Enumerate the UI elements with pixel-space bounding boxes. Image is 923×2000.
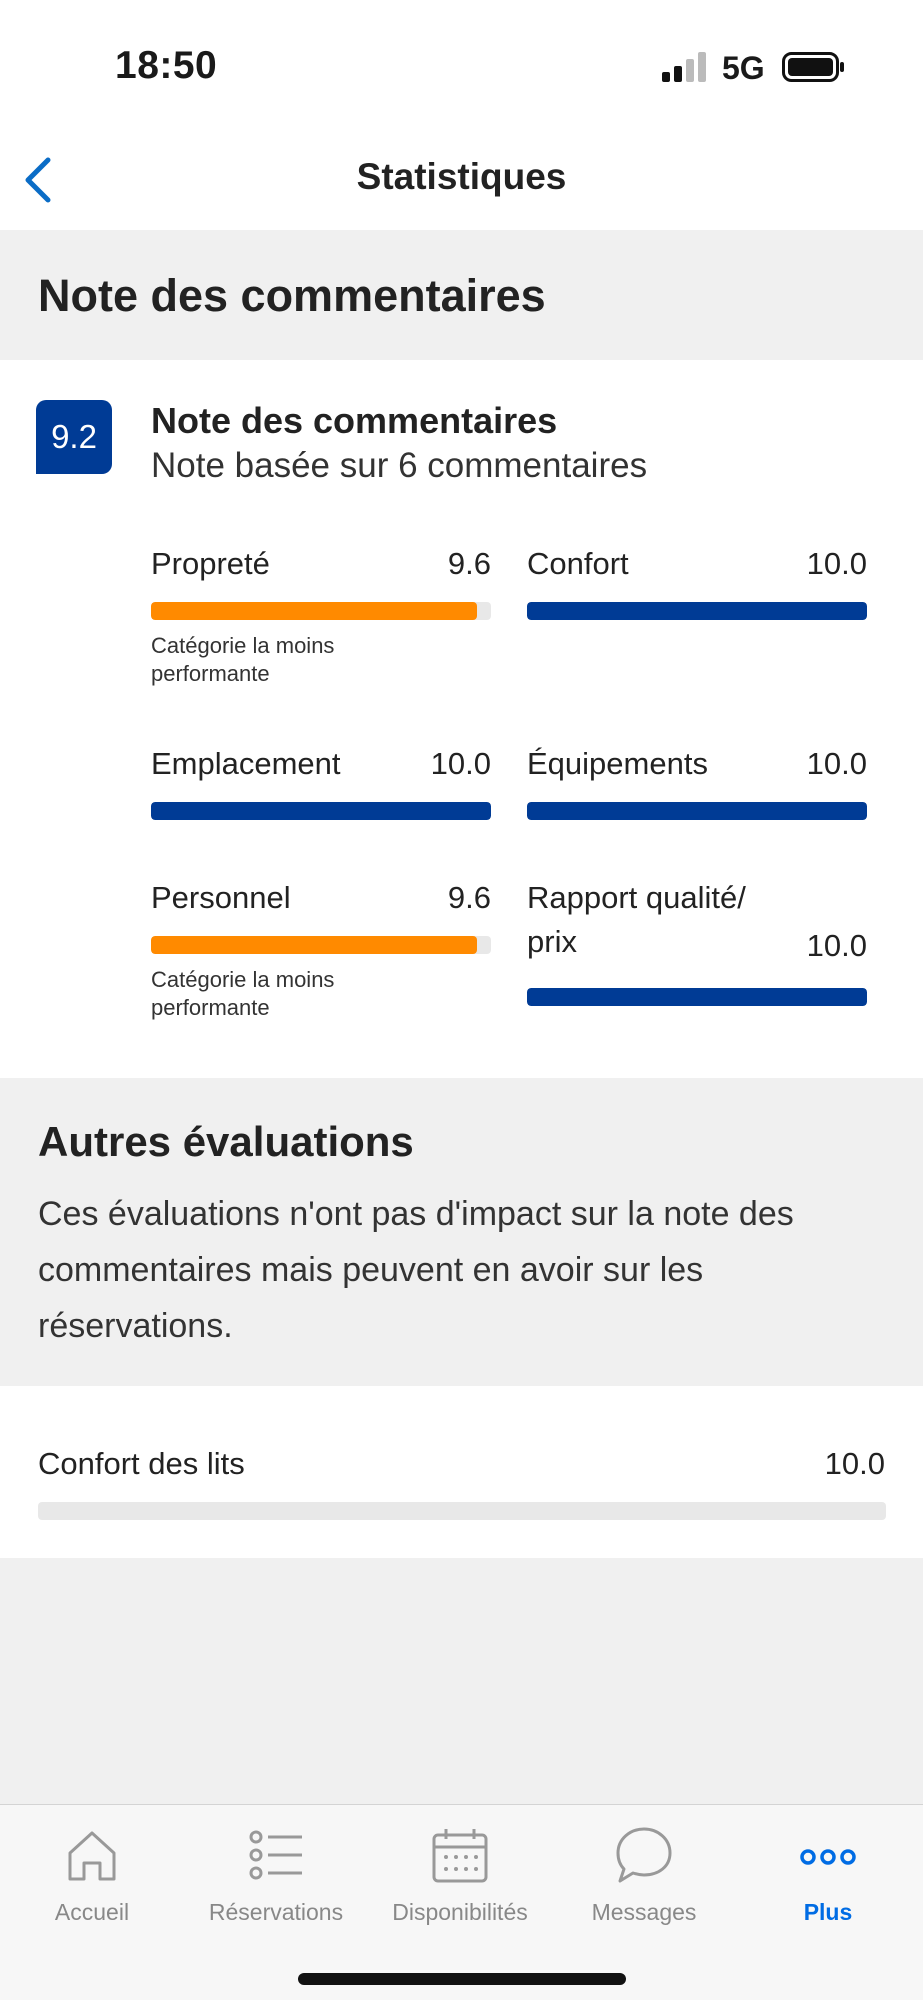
back-chevron-icon[interactable]	[14, 150, 64, 210]
metric-proprete: Propreté 9.6 Catégorie la moins performa…	[151, 542, 491, 686]
other-ratings-card: Confort des lits 10.0	[0, 1386, 923, 1558]
metric-value: 10.0	[806, 928, 867, 963]
summary-title: Note des commentaires	[151, 400, 558, 441]
tab-accueil[interactable]: Accueil	[0, 1823, 184, 1933]
tab-reservations[interactable]: Réservations	[184, 1823, 368, 1933]
metric-bar	[527, 802, 867, 820]
metric-value: 10.0	[430, 746, 491, 781]
review-score-card: 9.2 Note des commentaires Note basée sur…	[0, 360, 923, 1078]
metric-value: 10.0	[806, 746, 867, 781]
metric-bar	[151, 602, 491, 620]
metric-rapport-qualite-prix: Rapport qualité/ prix 10.0	[527, 876, 867, 1006]
tab-label: Accueil	[54, 1899, 130, 1925]
metric-bar-fill	[151, 602, 478, 620]
score-badge: 9.2	[36, 400, 112, 474]
metric-value: 10.0	[824, 1446, 885, 1481]
tab-label: Disponibilités	[392, 1899, 528, 1925]
metric-confort: Confort 10.0	[527, 542, 867, 622]
home-icon	[68, 1831, 116, 1881]
metric-label: Équipements	[527, 746, 708, 781]
tab-label: Messages	[591, 1899, 697, 1925]
metric-value: 9.6	[447, 880, 491, 915]
metric-bar-fill	[527, 802, 867, 820]
metric-label: Personnel	[151, 880, 291, 915]
more-dots-icon	[800, 1849, 856, 1865]
page-title: Statistiques	[356, 156, 567, 197]
tab-disponibilites[interactable]: Disponibilités	[368, 1823, 552, 1933]
metric-label: Propreté	[151, 546, 270, 581]
tab-label: Plus	[803, 1899, 853, 1925]
calendar-icon	[432, 1829, 488, 1883]
metric-label: Confort des lits	[38, 1446, 245, 1481]
metric-equipements: Équipements 10.0	[527, 742, 867, 822]
signal-icon	[662, 52, 706, 82]
tab-label: Réservations	[208, 1899, 344, 1925]
metric-bar-fill	[151, 802, 491, 820]
metric-value: 10.0	[806, 546, 867, 581]
metric-label: Confort	[527, 546, 629, 581]
section-header: Note des commentaires	[0, 230, 923, 360]
other-ratings-description: Ces évaluations n'ont pas d'impact sur l…	[38, 1195, 794, 1345]
chat-bubble-icon	[616, 1827, 672, 1883]
home-indicator	[298, 1973, 626, 1985]
nav-bar: Statistiques	[0, 130, 923, 230]
battery-icon	[782, 52, 844, 82]
tab-plus[interactable]: Plus	[736, 1823, 920, 1933]
other-ratings-title: Autres évaluations	[38, 1118, 414, 1165]
status-bar: 18:50 5G	[0, 0, 923, 130]
metric-label: Rapport qualité/ prix	[527, 880, 746, 959]
metric-personnel: Personnel 9.6 Catégorie la moins perform…	[151, 876, 491, 1020]
bottom-tab-bar: Accueil Réservations Disponibilités Mess…	[0, 1804, 923, 2000]
metric-note: Catégorie la moins performante	[151, 967, 335, 1020]
section-title: Note des commentaires	[38, 270, 546, 321]
metric-bar-fill	[527, 602, 867, 620]
list-icon	[249, 1830, 302, 1880]
network-label: 5G	[722, 50, 765, 86]
metric-emplacement: Emplacement 10.0	[151, 742, 491, 822]
metric-note: Catégorie la moins performante	[151, 633, 335, 686]
metric-value: 9.6	[447, 546, 491, 581]
status-time: 18:50	[115, 44, 218, 87]
metric-bar-fill	[527, 988, 867, 1006]
metric-bar	[527, 988, 867, 1006]
metric-bar-fill	[151, 936, 478, 954]
metric-bar	[527, 602, 867, 620]
metric-bar	[151, 936, 491, 954]
metric-bar	[151, 802, 491, 820]
metric-bar	[38, 1502, 886, 1520]
metric-label: Emplacement	[151, 746, 341, 781]
tab-messages[interactable]: Messages	[552, 1823, 736, 1933]
summary-subtitle: Note basée sur 6 commentaires	[151, 446, 648, 485]
other-ratings-section: Autres évaluations Ces évaluations n'ont…	[0, 1078, 923, 1386]
